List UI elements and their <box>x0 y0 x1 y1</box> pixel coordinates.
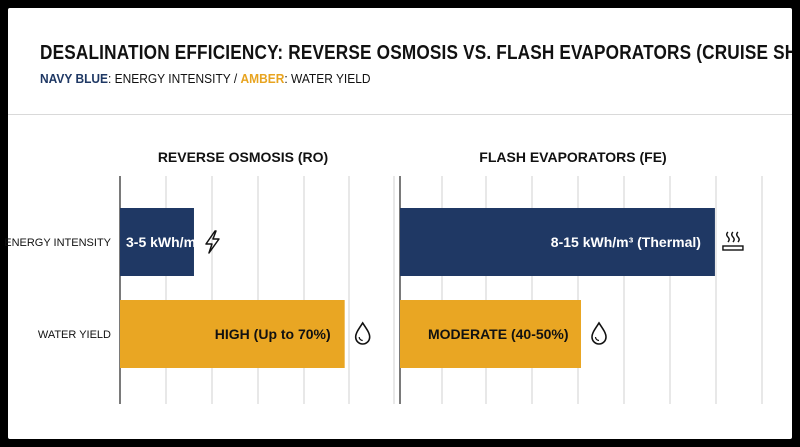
bar <box>400 208 715 276</box>
lightning-icon <box>205 230 220 254</box>
chart-subtitle: NAVY BLUE: ENERGY INTENSITY / AMBER: WAT… <box>40 71 371 86</box>
legend-energy-text: : ENERGY INTENSITY / <box>108 71 241 86</box>
bar-label: 8-15 kWh/m³ (Thermal) <box>551 234 701 250</box>
drop-path <box>354 321 371 345</box>
water-drop-icon <box>591 321 607 345</box>
chart-panel-fe: FLASH EVAPORATORS (FE) 8-15 kWh/m³ (Therm… <box>399 149 763 404</box>
bar <box>120 208 194 276</box>
bar-label: HIGH (Up to 70%) <box>215 326 331 342</box>
category-label: WATER YIELD <box>38 329 111 341</box>
steam-wave <box>730 231 735 243</box>
heat-plate-icon <box>722 231 744 251</box>
water-drop-icon <box>354 321 371 345</box>
lightning-path <box>205 230 220 254</box>
category-label: ENERGY INTENSITY <box>4 237 111 249</box>
panel-title: REVERSE OSMOSIS (RO) <box>158 149 328 165</box>
drop-path <box>591 321 607 345</box>
chart-panel-ro: REVERSE OSMOSIS (RO) 3-5 kWh/m³ HIGH (Up t… <box>119 149 395 404</box>
steam-wave <box>735 231 740 243</box>
legend-amber-label: AMBER <box>240 71 285 86</box>
chart-title: DESALINATION EFFICIENCY: REVERSE OSMOSIS… <box>40 42 792 64</box>
bar-label: 3-5 kWh/m³ <box>126 234 201 250</box>
bar-label: MODERATE (40-50%) <box>428 326 569 342</box>
header-divider <box>8 114 792 115</box>
steam-wave <box>725 231 730 243</box>
legend-water-text: : WATER YIELD <box>284 71 371 86</box>
hot-plate <box>722 245 744 251</box>
drop-shine <box>594 336 600 342</box>
bar <box>120 300 345 368</box>
drop-shine <box>358 336 363 342</box>
bar <box>400 300 581 368</box>
panel-title: FLASH EVAPORATORS (FE) <box>479 149 666 165</box>
legend-navy-label: NAVY BLUE <box>40 71 109 86</box>
